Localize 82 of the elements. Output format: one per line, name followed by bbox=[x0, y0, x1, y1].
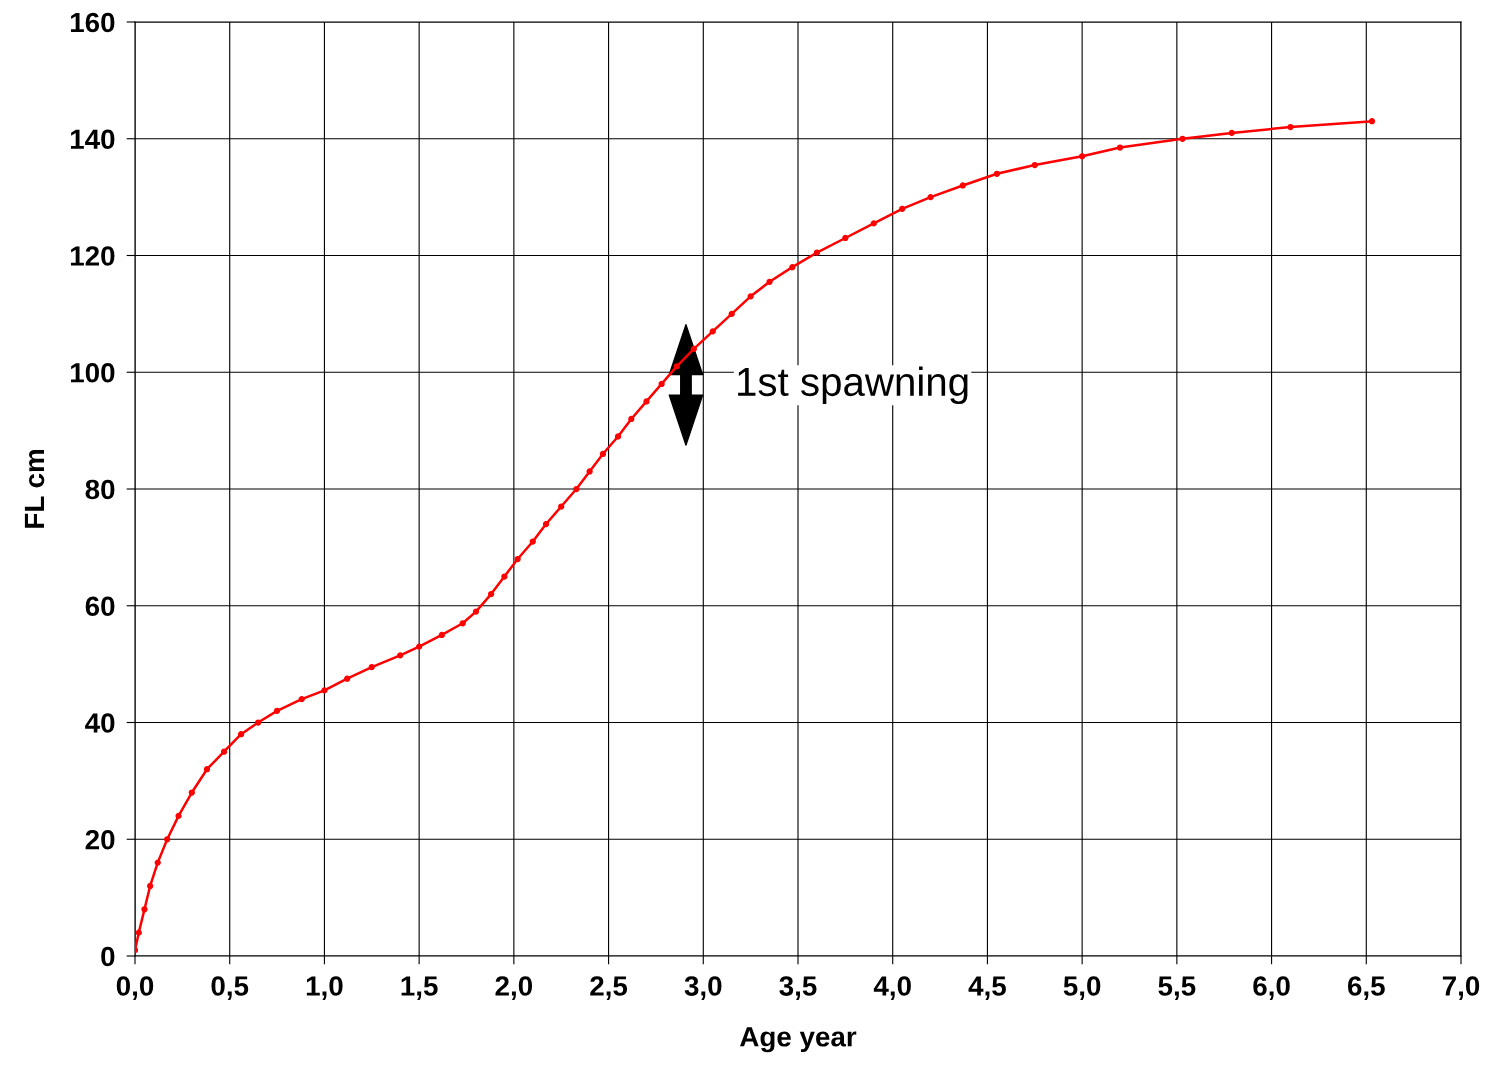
point bbox=[709, 328, 716, 335]
point bbox=[1368, 118, 1376, 125]
point bbox=[298, 696, 305, 703]
point bbox=[416, 643, 423, 650]
x-tick-label: 6,5 bbox=[1348, 976, 1385, 1000]
y-tick-label: 60 bbox=[85, 596, 115, 617]
point bbox=[766, 278, 773, 285]
point bbox=[599, 450, 607, 458]
x-tick-label: 5,5 bbox=[1158, 976, 1196, 1000]
point bbox=[573, 485, 580, 493]
point bbox=[899, 205, 906, 212]
x-axis-title: Age year bbox=[740, 1027, 857, 1053]
point bbox=[472, 608, 480, 615]
y-axis-title: FL cm bbox=[24, 450, 45, 528]
y-tick-label: 40 bbox=[85, 713, 115, 733]
point bbox=[628, 415, 635, 423]
point bbox=[586, 468, 593, 475]
point bbox=[321, 687, 328, 694]
x-tick-label: 0,0 bbox=[116, 976, 154, 1000]
point bbox=[1179, 135, 1186, 142]
x-tick-label: 5,0 bbox=[1063, 976, 1101, 1000]
point bbox=[789, 264, 796, 271]
point bbox=[1079, 153, 1086, 160]
point bbox=[927, 193, 934, 201]
y-tick-label: 0 bbox=[101, 946, 115, 967]
point bbox=[514, 555, 521, 563]
point bbox=[438, 631, 445, 639]
point bbox=[813, 249, 821, 256]
point bbox=[255, 719, 262, 726]
point bbox=[614, 433, 622, 440]
point bbox=[237, 731, 245, 738]
point bbox=[397, 652, 404, 659]
point bbox=[164, 836, 171, 843]
annotation: 1st spawning bbox=[738, 366, 968, 405]
y-tick-label: 100 bbox=[70, 362, 115, 383]
point bbox=[728, 310, 735, 318]
point bbox=[747, 293, 754, 300]
point bbox=[673, 363, 680, 370]
point bbox=[643, 398, 650, 405]
point bbox=[1228, 129, 1235, 137]
point bbox=[203, 766, 211, 773]
x-tick-label: 1,0 bbox=[306, 976, 343, 1000]
point bbox=[690, 345, 697, 353]
x-tick-label: 4,0 bbox=[873, 976, 911, 1000]
y-tick-label: 20 bbox=[85, 829, 115, 850]
x-tick-label: 3,5 bbox=[779, 976, 817, 1000]
point bbox=[488, 590, 495, 598]
point bbox=[1116, 144, 1124, 151]
point bbox=[273, 707, 281, 714]
x-tick-label: 4,5 bbox=[968, 976, 1006, 1000]
point bbox=[154, 859, 161, 866]
point bbox=[870, 220, 877, 227]
point bbox=[842, 234, 849, 242]
x-tick-label: 0,5 bbox=[211, 976, 249, 1000]
point bbox=[1031, 161, 1038, 169]
point bbox=[658, 380, 665, 388]
x-tick-label: 7,0 bbox=[1442, 976, 1480, 1000]
point bbox=[529, 538, 536, 545]
x-tick-label: 2,5 bbox=[590, 976, 628, 1000]
point bbox=[993, 170, 1001, 177]
point bbox=[501, 573, 508, 580]
point bbox=[459, 620, 466, 627]
point bbox=[188, 789, 195, 796]
x-tick-label: 3,0 bbox=[684, 976, 722, 1000]
x-tick-label: 2,0 bbox=[495, 976, 533, 1000]
y-tick-label: 140 bbox=[70, 129, 115, 150]
point bbox=[135, 929, 142, 936]
y-tick-label: 120 bbox=[70, 246, 115, 266]
point bbox=[344, 675, 351, 682]
x-tick-label: 6,0 bbox=[1253, 976, 1290, 1000]
point bbox=[542, 520, 550, 528]
x-tick-label: 1,5 bbox=[401, 976, 438, 1000]
point bbox=[175, 812, 182, 820]
point bbox=[141, 906, 148, 913]
point bbox=[368, 663, 375, 671]
point bbox=[558, 503, 565, 510]
point bbox=[220, 748, 228, 755]
y-tick-label: 80 bbox=[85, 479, 115, 500]
y-tick-label: 160 bbox=[70, 12, 115, 33]
point bbox=[959, 182, 966, 189]
point bbox=[147, 882, 154, 890]
point bbox=[1287, 123, 1294, 131]
